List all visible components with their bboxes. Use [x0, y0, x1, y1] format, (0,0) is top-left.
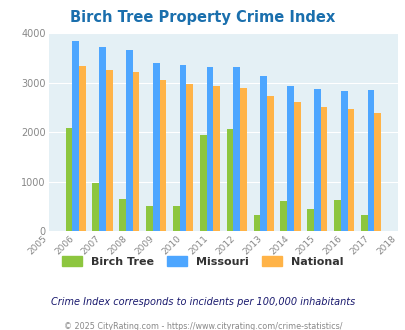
Bar [340, 91, 347, 231]
Text: © 2025 CityRating.com - https://www.cityrating.com/crime-statistics/: © 2025 CityRating.com - https://www.city… [64, 322, 341, 330]
Bar [333, 200, 340, 231]
Bar [239, 88, 246, 231]
Text: Birch Tree Property Crime Index: Birch Tree Property Crime Index [70, 10, 335, 25]
Bar [99, 47, 106, 231]
Bar [293, 102, 300, 231]
Bar [367, 90, 373, 231]
Bar [79, 66, 85, 231]
Bar [286, 86, 293, 231]
Bar [307, 209, 313, 231]
Bar [373, 113, 380, 231]
Bar [360, 215, 367, 231]
Bar [260, 76, 266, 231]
Bar [266, 96, 273, 231]
Bar [320, 107, 326, 231]
Bar [179, 65, 186, 231]
Bar [226, 129, 233, 231]
Bar [199, 136, 206, 231]
Bar [213, 86, 220, 231]
Bar [126, 50, 132, 231]
Text: Crime Index corresponds to incidents per 100,000 inhabitants: Crime Index corresponds to incidents per… [51, 297, 354, 307]
Bar [347, 109, 353, 231]
Bar [119, 199, 126, 231]
Bar [206, 67, 213, 231]
Bar [72, 41, 79, 231]
Bar [65, 128, 72, 231]
Bar [313, 89, 320, 231]
Bar [159, 80, 166, 231]
Bar [106, 70, 112, 231]
Bar [233, 67, 239, 231]
Bar [146, 206, 152, 231]
Bar [152, 63, 159, 231]
Bar [132, 72, 139, 231]
Bar [280, 201, 286, 231]
Bar [186, 84, 193, 231]
Bar [173, 206, 179, 231]
Bar [92, 183, 99, 231]
Bar [253, 215, 260, 231]
Legend: Birch Tree, Missouri, National: Birch Tree, Missouri, National [62, 256, 343, 267]
